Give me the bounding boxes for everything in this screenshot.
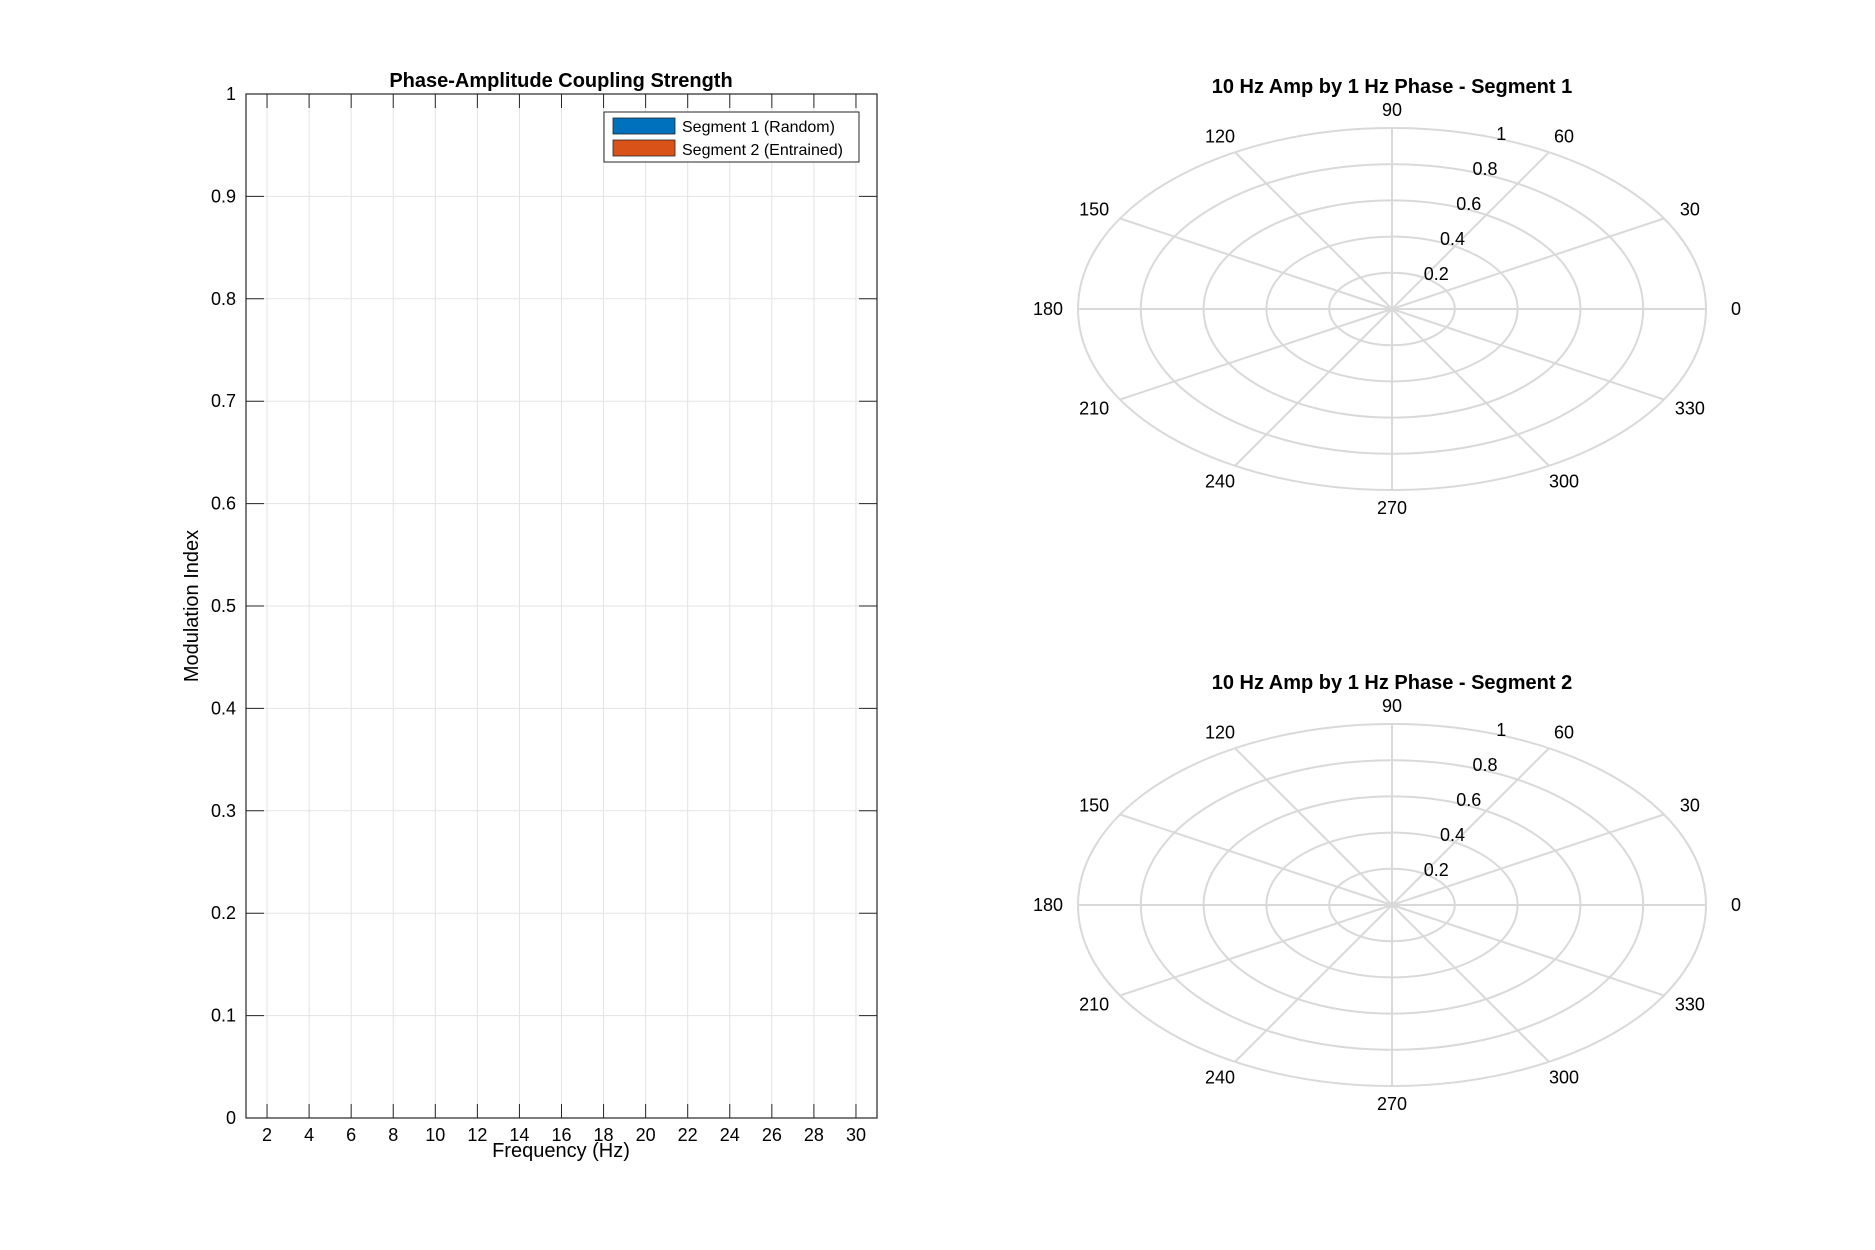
bar-x-tick-label: 4 xyxy=(304,1125,314,1145)
polar-spoke xyxy=(1391,217,1665,310)
bar-axes-box xyxy=(245,93,878,1119)
bar-x-tick-label: 14 xyxy=(509,1125,529,1145)
bar-x-tick-label: 8 xyxy=(388,1125,398,1145)
polar-angle-label: 30 xyxy=(1680,796,1700,816)
polar-spoke xyxy=(1119,308,1393,401)
polar-spoke xyxy=(1119,217,1393,310)
polar-2-grid: 0 30 60 90 120 150 180 210 240 270 300 330 0.2 0.4 0.6… xyxy=(1033,696,1741,1114)
polar-radius-label: 0.2 xyxy=(1424,264,1449,284)
polar-angle-label: 240 xyxy=(1205,471,1235,491)
polar-spoke xyxy=(1391,747,1550,906)
polar-spoke xyxy=(1119,813,1393,906)
polar-angle-label: 60 xyxy=(1554,127,1574,147)
polar-spoke xyxy=(1391,813,1665,906)
polar-radius-label: 0.4 xyxy=(1440,229,1465,249)
bar-y-tick-label: 0.6 xyxy=(211,494,236,514)
bar-y-tick-label: 0.3 xyxy=(211,801,236,821)
polar-radius-label: 0.8 xyxy=(1472,159,1497,179)
polar-angle-label: 210 xyxy=(1079,399,1109,419)
polar-angle-label: 60 xyxy=(1554,723,1574,743)
polar-angle-label: 150 xyxy=(1079,796,1109,816)
bar-x-tick-label: 20 xyxy=(636,1125,656,1145)
polar-radius-label: 0.4 xyxy=(1440,825,1465,845)
polar-spoke xyxy=(1391,308,1665,401)
polar-plot-segment-2: 10 Hz Amp by 1 Hz Phase - Segment 2 0 30 6… xyxy=(1033,672,1741,1114)
legend-label-segment-2: Segment 2 (Entrained) xyxy=(682,142,843,159)
polar-radius-label: 0.8 xyxy=(1472,755,1497,775)
polar-angle-label: 330 xyxy=(1675,399,1705,419)
bar-x-tick-label: 6 xyxy=(346,1125,356,1145)
polar-spoke xyxy=(1234,904,1393,1063)
bar-chart-panel: 2 4 6 8 10 12 14 16 18 20 22 24 26 28 3000.10.20.30.40… xyxy=(181,70,878,1162)
bar-y-tick-label: 0.7 xyxy=(211,391,236,411)
polar-1-grid: 0 30 60 90 120 150 180 210 240 270 300 330 0.2 0.4 0.6… xyxy=(1033,100,1741,518)
polar-radius-label: 0.2 xyxy=(1424,860,1449,880)
polar-radius-label: 1 xyxy=(1496,124,1506,144)
polar-angle-label: 150 xyxy=(1079,200,1109,220)
bar-x-tick-label: 2 xyxy=(262,1125,272,1145)
bar-x-tick-label: 12 xyxy=(467,1125,487,1145)
polar-spoke xyxy=(1391,904,1665,997)
polar-angle-label: 270 xyxy=(1377,1094,1407,1114)
bar-x-tick-label: 18 xyxy=(594,1125,614,1145)
polar-spoke xyxy=(1234,747,1393,906)
bar-x-tick-label: 28 xyxy=(804,1125,824,1145)
polar-radius-label: 0.6 xyxy=(1456,194,1481,214)
legend-swatch-segment-2 xyxy=(612,139,676,157)
bar-x-tick-label: 24 xyxy=(720,1125,740,1145)
polar-angle-label: 210 xyxy=(1079,995,1109,1015)
polar-angle-label: 90 xyxy=(1382,100,1402,120)
polar-spoke xyxy=(1234,151,1393,310)
polar-angle-label: 270 xyxy=(1377,498,1407,518)
bar-y-axis-label: Modulation Index xyxy=(181,530,203,682)
polar-angle-label: 30 xyxy=(1680,200,1700,220)
polar-angle-label: 120 xyxy=(1205,723,1235,743)
polar-angle-label: 120 xyxy=(1205,127,1235,147)
polar-spoke xyxy=(1391,151,1550,310)
bar-y-tick-label: 0.5 xyxy=(211,596,236,616)
polar-radius-label: 0.6 xyxy=(1456,790,1481,810)
bar-x-tick-label: 16 xyxy=(551,1125,571,1145)
bar-y-tick-label: 0.1 xyxy=(211,1006,236,1026)
polar-2-title: 10 Hz Amp by 1 Hz Phase - Segment 2 xyxy=(1212,672,1572,694)
polar-angle-label: 300 xyxy=(1549,471,1579,491)
polar-spoke xyxy=(1119,904,1393,997)
bar-x-tick-label: 10 xyxy=(425,1125,445,1145)
bar-x-axis-label: Frequency (Hz) xyxy=(492,1140,630,1162)
bar-x-tick-label: 22 xyxy=(678,1125,698,1145)
polar-angle-label: 330 xyxy=(1675,995,1705,1015)
bar-legend: Segment 1 (Random) Segment 2 (Entrained) xyxy=(603,111,860,163)
legend-label-segment-1: Segment 1 (Random) xyxy=(682,119,835,136)
polar-angle-label: 300 xyxy=(1549,1067,1579,1087)
bar-y-tick-label: 0.4 xyxy=(211,698,236,718)
bar-x-tick-label: 26 xyxy=(762,1125,782,1145)
legend-swatch-segment-1 xyxy=(612,117,676,135)
polar-spoke xyxy=(1391,904,1550,1063)
polar-angle-label: 0 xyxy=(1731,299,1741,319)
bar-chart-title: Phase-Amplitude Coupling Strength xyxy=(389,70,732,92)
bar-y-tick-label: 1 xyxy=(226,84,236,104)
polar-radius-label: 1 xyxy=(1496,720,1506,740)
bar-grid xyxy=(246,93,877,1119)
polar-spoke xyxy=(1234,308,1393,467)
bar-y-tick-label: 0 xyxy=(226,1108,236,1128)
bar-y-tick-label: 0.2 xyxy=(211,903,236,923)
polar-plot-segment-1: 10 Hz Amp by 1 Hz Phase - Segment 1 0 30 6… xyxy=(1033,76,1741,518)
bar-y-tick-label: 0.9 xyxy=(211,186,236,206)
polar-angle-label: 180 xyxy=(1033,895,1063,915)
polar-spoke xyxy=(1391,308,1550,467)
bar-y-tick-label: 0.8 xyxy=(211,289,236,309)
polar-angle-label: 180 xyxy=(1033,299,1063,319)
polar-angle-label: 0 xyxy=(1731,895,1741,915)
polar-1-title: 10 Hz Amp by 1 Hz Phase - Segment 1 xyxy=(1212,76,1572,98)
polar-angle-label: 90 xyxy=(1382,696,1402,716)
polar-angle-label: 240 xyxy=(1205,1067,1235,1087)
bar-ticks: 2 4 6 8 10 12 14 16 18 20 22 24 26 28 3000.10.20.30.40… xyxy=(211,84,877,1145)
bar-x-tick-label: 30 xyxy=(846,1125,866,1145)
